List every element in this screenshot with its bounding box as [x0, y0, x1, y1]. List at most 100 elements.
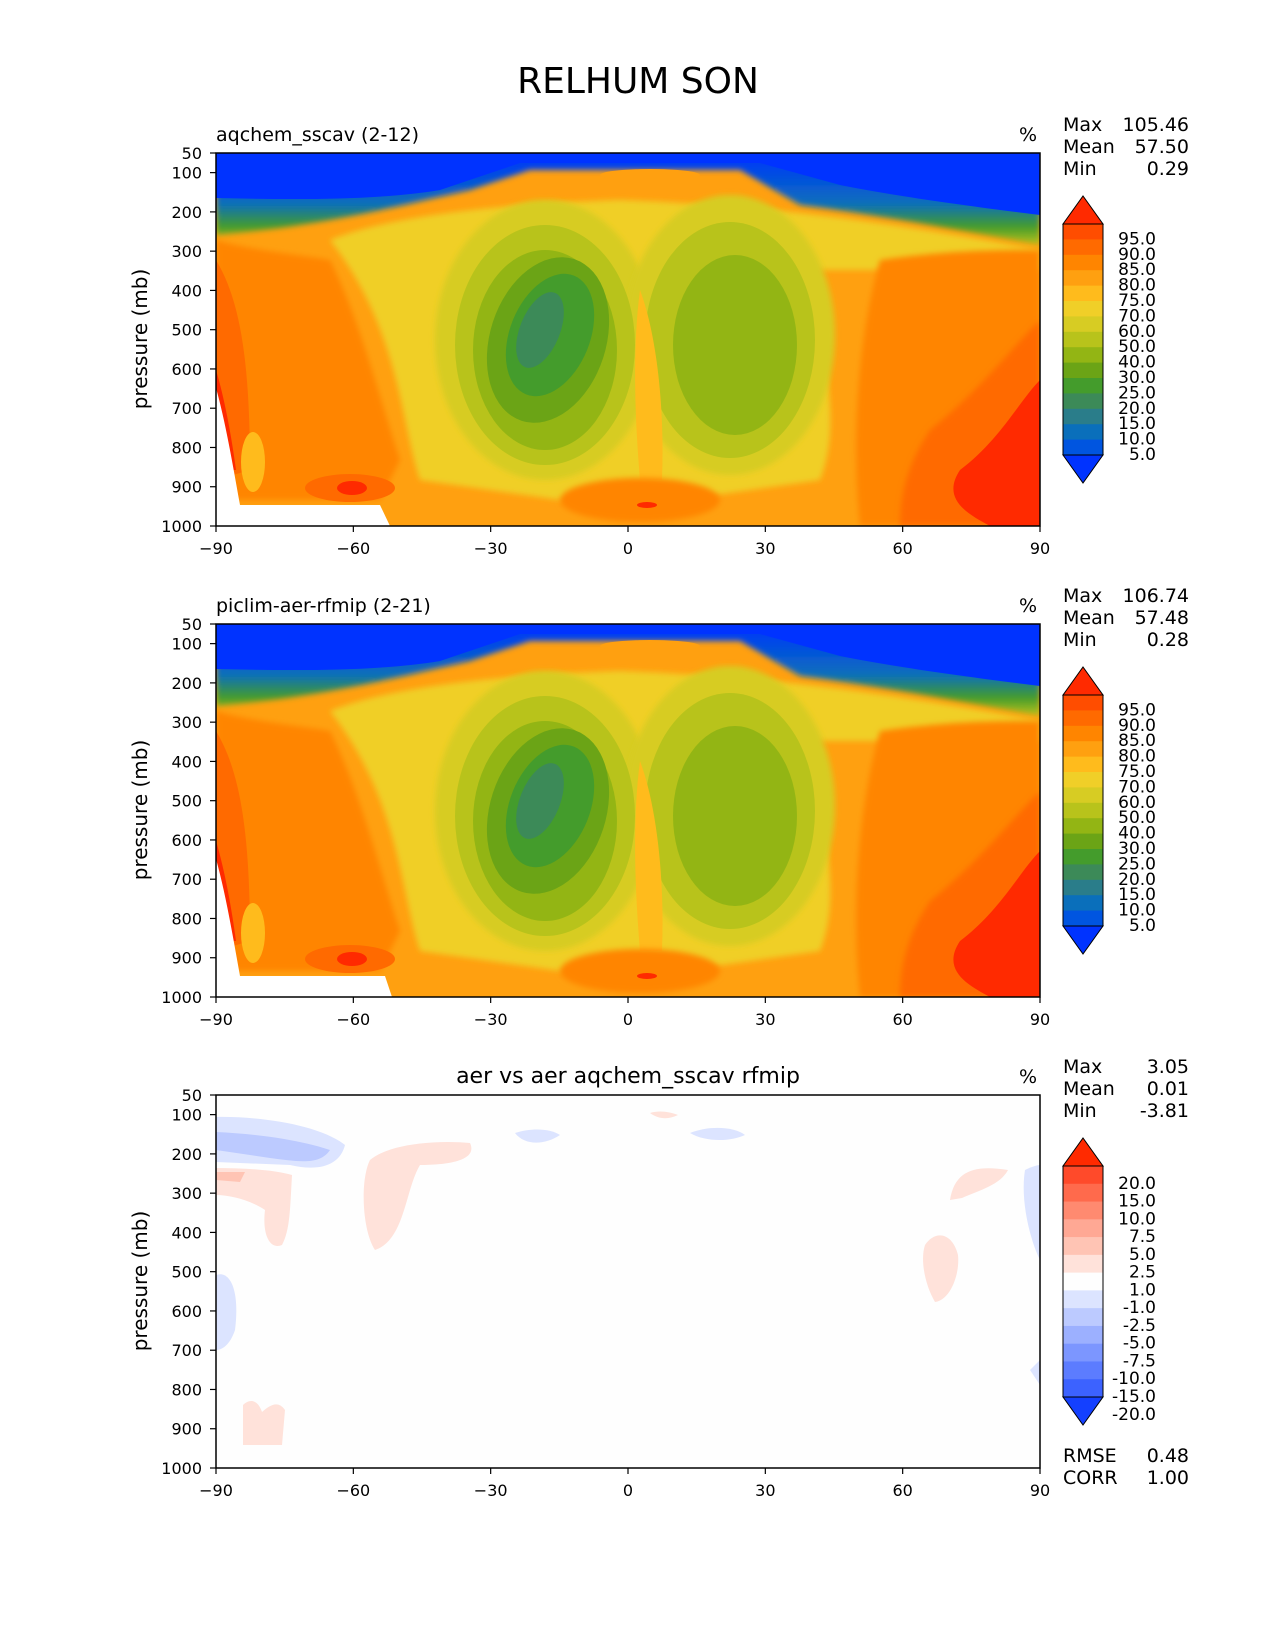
units-label: %	[1019, 1066, 1037, 1088]
colorbar-swatch	[1063, 270, 1103, 287]
colorbar-level-label: 85.0	[1118, 260, 1156, 280]
stat-value: 0.28	[1147, 629, 1189, 651]
y-tick-label: 600	[171, 831, 202, 850]
x-tick-label: 60	[892, 539, 912, 558]
x-ticks: −90 −60 −30 0 30 60 90	[199, 997, 1050, 1029]
colorbar-level-label: 40.0	[1118, 353, 1156, 373]
units-label: %	[1019, 595, 1037, 617]
colorbar-swatch	[1063, 424, 1103, 441]
y-tick-label: 400	[171, 281, 202, 300]
x-tick-label: −90	[199, 1481, 233, 1500]
colorbar-swatch	[1063, 1237, 1103, 1256]
x-tick-label: −60	[336, 539, 370, 558]
colorbar-level-label: 30.0	[1118, 368, 1156, 388]
colorbar-level-label: 80.0	[1118, 276, 1156, 296]
colorbar-level-label: 20.0	[1118, 399, 1156, 419]
colorbar-level-label: -20.0	[1112, 1405, 1156, 1425]
colorbar-swatch	[1063, 347, 1103, 364]
colorbar-extend-min	[1062, 454, 1104, 484]
x-tick-label: 30	[755, 1481, 775, 1500]
colorbar-swatch	[1063, 1325, 1103, 1345]
y-tick-label: 50	[182, 615, 202, 634]
y-tick-label: 200	[171, 1145, 202, 1164]
colorbar-level-label: 70.0	[1118, 306, 1156, 326]
panel-title: aqchem_sscav (2-12)	[216, 124, 419, 146]
colorbar-level-label: 10.0	[1118, 430, 1156, 450]
x-tick-label: −90	[199, 539, 233, 558]
colorbar-level-label: 95.0	[1118, 229, 1156, 249]
colorbar-level-label: 10.0	[1118, 1209, 1156, 1229]
y-tick-label: 900	[171, 949, 202, 968]
stat-label: Min	[1063, 629, 1097, 651]
colorbar-swatch	[1063, 1166, 1103, 1185]
colorbar-swatch	[1063, 849, 1103, 865]
y-tick-label: 700	[171, 399, 202, 418]
y-tick-label: 500	[171, 1263, 202, 1282]
colorbar-swatch	[1063, 1290, 1103, 1309]
colorbar-level-label: 10.0	[1118, 901, 1156, 921]
colorbar-swatch	[1063, 1361, 1103, 1380]
colorbar-level-label: 85.0	[1118, 731, 1156, 751]
y-tick-label: 200	[171, 203, 202, 222]
panel-title: piclim-aer-rfmip (2-21)	[216, 595, 431, 617]
y-tick-label: 800	[171, 438, 202, 457]
stat-label: Mean	[1063, 136, 1115, 158]
colorbar-swatch	[1063, 802, 1103, 819]
y-tick-label: 300	[171, 242, 202, 261]
units-label: %	[1019, 124, 1037, 146]
colorbar-swatch	[1063, 695, 1103, 711]
colorbar-extend-max	[1062, 666, 1104, 696]
x-tick-label: 60	[892, 1010, 912, 1029]
y-tick-label: 100	[171, 635, 202, 654]
colorbar-swatch	[1063, 895, 1103, 912]
stat-label: Mean	[1063, 1078, 1115, 1100]
stat-label: Min	[1063, 158, 1097, 180]
stat-value: 57.48	[1135, 607, 1189, 629]
y-tick-label: 1000	[161, 517, 202, 536]
x-tick-label: −60	[336, 1010, 370, 1029]
colorbar-level-label: -2.5	[1123, 1316, 1156, 1336]
colorbar-swatch	[1063, 285, 1103, 302]
colorbar-level-label: 60.0	[1118, 322, 1156, 342]
stat-label: Min	[1063, 1100, 1097, 1122]
colorbar-swatch	[1063, 1379, 1103, 1398]
colorbar-level-label: 25.0	[1118, 854, 1156, 874]
figure-title: RELHUM SON	[517, 61, 759, 102]
colorbar-level-label: 15.0	[1118, 1192, 1156, 1212]
colorbar-level-label: 90.0	[1118, 245, 1156, 265]
y-tick-label: 100	[171, 1106, 202, 1125]
footer-stat-label: CORR	[1063, 1467, 1118, 1489]
colorbar-level-label: 40.0	[1118, 824, 1156, 844]
x-tick-label: −60	[336, 1481, 370, 1500]
colorbar-swatch	[1063, 378, 1103, 394]
colorbar-swatch	[1063, 756, 1103, 773]
y-tick-label: 400	[171, 752, 202, 771]
y-axis-label: pressure (mb)	[128, 269, 152, 410]
y-tick-label: 400	[171, 1223, 202, 1242]
contour-field	[216, 153, 1040, 526]
y-tick-label: 600	[171, 360, 202, 379]
x-tick-label: −90	[199, 1010, 233, 1029]
colorbar-level-label: 20.0	[1118, 870, 1156, 890]
colorbar-level-label: 80.0	[1118, 747, 1156, 767]
x-tick-label: 0	[623, 1010, 633, 1029]
colorbar-level-label: -15.0	[1112, 1387, 1156, 1407]
y-tick-label: 600	[171, 1302, 202, 1321]
y-tick-label: 50	[182, 1086, 202, 1105]
colorbar-level-label: 75.0	[1118, 291, 1156, 311]
stat-label: Max	[1063, 114, 1102, 136]
stats-block: Max 106.74 Mean 57.48 Min 0.28	[1063, 585, 1189, 651]
stat-value: 57.50	[1135, 136, 1189, 158]
colorbar-frame	[1062, 1165, 1104, 1398]
colorbar-swatch	[1063, 833, 1103, 850]
colorbar-extend-max	[1062, 195, 1104, 225]
x-tick-label: 90	[1030, 1010, 1050, 1029]
y-tick-label: 900	[171, 478, 202, 497]
x-tick-label: 30	[755, 539, 775, 558]
stat-value: 105.46	[1123, 114, 1189, 136]
y-tick-label: 100	[171, 164, 202, 183]
y-tick-label: 300	[171, 713, 202, 732]
